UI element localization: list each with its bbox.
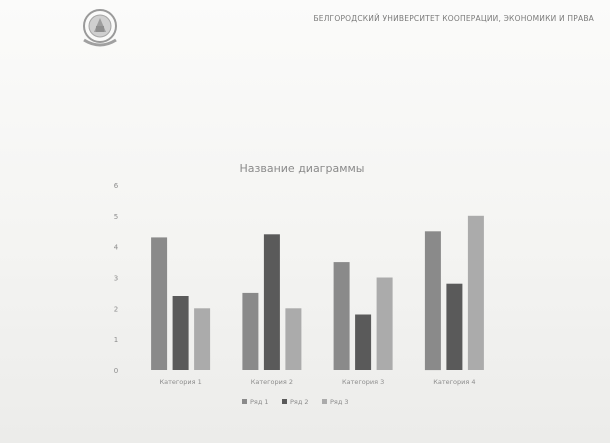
bar (467, 215, 484, 370)
bars (151, 215, 484, 371)
bar (333, 262, 350, 370)
x-axis-labels: Категория 1 Категория 2 Категория 3 Категор… (160, 378, 476, 386)
x-tick-label: Категория 4 (433, 378, 475, 386)
bar (376, 277, 393, 370)
bar (151, 237, 168, 370)
bar (172, 296, 189, 370)
y-tick-label: 4 (114, 244, 119, 252)
y-tick-label: 2 (114, 305, 118, 313)
y-axis-ticks: 0 1 2 3 4 5 6 (114, 182, 119, 375)
bar (194, 308, 211, 370)
bar (355, 314, 372, 370)
legend-label: Ряд 1 (250, 398, 269, 406)
y-tick-label: 6 (114, 182, 119, 190)
legend-label: Ряд 3 (330, 398, 349, 406)
y-tick-label: 1 (114, 336, 118, 344)
legend: Ряд 1 Ряд 2 Ряд 3 (242, 398, 349, 406)
x-tick-label: Категория 3 (342, 378, 384, 386)
bar (242, 292, 259, 370)
legend-swatch (322, 399, 327, 404)
bar (263, 234, 280, 370)
legend-swatch (282, 399, 287, 404)
y-tick-label: 5 (114, 213, 118, 221)
bar (424, 231, 441, 371)
y-tick-label: 3 (114, 275, 118, 283)
x-tick-label: Категория 2 (251, 378, 293, 386)
bar (285, 308, 302, 370)
university-name: БЕЛГОРОДСКИЙ УНИВЕРСИТЕТ КООПЕРАЦИИ, ЭКО… (313, 14, 594, 23)
chart-title: Название диаграммы (240, 162, 365, 175)
bar (446, 283, 463, 370)
legend-swatch (242, 399, 247, 404)
y-tick-label: 0 (114, 367, 118, 375)
legend-label: Ряд 2 (290, 398, 309, 406)
x-tick-label: Категория 1 (160, 378, 202, 386)
university-logo-icon (78, 6, 122, 50)
